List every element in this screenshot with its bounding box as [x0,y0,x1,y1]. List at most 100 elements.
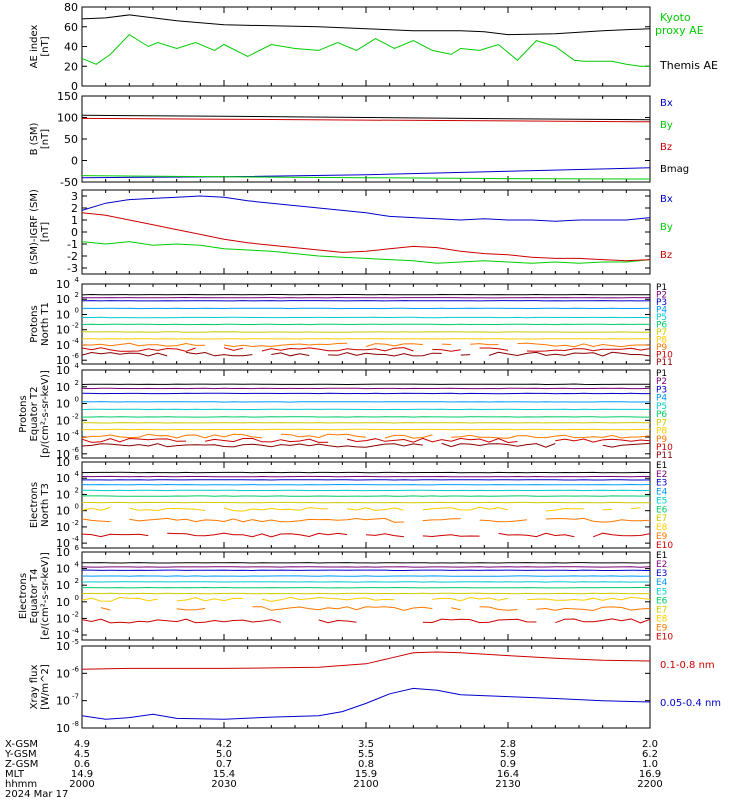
channel-e8-line [422,506,509,511]
y-tick-label: 3 [71,190,78,203]
y-tick-exponent: 0 [75,503,79,511]
y-tick-exponent: -5 [72,638,79,646]
y-tick-label: 40 [64,41,78,54]
channel-p10-line [526,347,651,352]
y-axis-label: North T1 [40,302,51,346]
legend-label-line: proxy AE [655,24,704,37]
channel-e8-line [81,506,111,511]
y-tick-label: 20 [64,60,78,73]
channel-legend: E3 [656,479,667,489]
y-tick-label: -1 [67,238,78,251]
channel-legend: P5 [656,402,667,412]
y-tick-label: -50 [60,176,78,189]
y-tick-exponent: 2 [75,577,79,585]
channel-e8-line [526,596,651,601]
y-tick-exponent: 4 [75,561,80,569]
y-axis-label: [e/(cm²-s-sr-keV)] [40,552,51,640]
y-tick-label: 10 [56,629,70,642]
y-tick-exponent: 4 [75,470,80,478]
y-tick-label: 60 [64,21,78,34]
y-axis-label: North T3 [40,483,51,527]
ephemeris-value: 3.5 [358,739,374,750]
y-tick-label: 0 [71,80,78,93]
y-tick-label: 10 [56,324,70,337]
y-tick-label: 10 [56,364,70,377]
channel-legend: P1 [656,369,667,379]
channel-legend: P7 [656,418,667,428]
channel-legend: E8 [656,523,668,533]
ephemeris-value: 5.9 [500,749,516,760]
y-tick-label: -2 [67,250,78,263]
legend-label: 0.1-0.8 nm [660,660,715,671]
y-axis-label: [W/m^2] [40,664,51,710]
channel-e8-line [223,507,329,512]
y-tick-exponent: -2 [72,519,79,527]
channel-legend: E3 [656,569,667,579]
channel-p4-line [81,401,651,403]
channel-p10-line [81,437,187,443]
y-axis-label: B (SM)-IGRF (SM) [29,189,40,275]
y-tick-exponent: -6 [72,352,80,360]
channel-legend: E7 [656,514,667,524]
y-tick-label: 0 [71,226,78,239]
y-tick-label: 10 [56,308,70,321]
channel-legend: E2 [656,560,667,570]
channel-legend: E10 [656,633,673,643]
y-tick-label: 10 [56,381,70,394]
y-tick-label: 10 [56,278,70,291]
channel-p9-line [517,342,651,348]
y-axis-label: Xray flux [29,665,40,710]
y-axis-label: [nT] [40,129,51,149]
channel-e8-line [631,507,641,510]
ephemeris-value: 15.9 [355,769,377,780]
y-tick-label: 100 [57,112,78,125]
ephemeris-value: 14.9 [71,769,93,780]
series-line-by [81,175,651,180]
channel-e9-line [479,606,518,611]
y-tick-exponent: -2 [72,322,79,330]
legend-label: By [660,120,673,131]
y-axis-label: B (SM) [29,122,40,155]
channel-e9-line [252,606,433,611]
y-tick-label: 1 [71,214,78,227]
legend-label: By [660,222,673,233]
channel-legend: E6 [656,596,668,606]
ephemeris-value: 0.8 [358,759,374,770]
y-tick-label: 10 [56,472,70,485]
channel-e10-line [555,618,651,624]
y-tick-label: 10 [56,563,70,576]
channel-p10-line [223,347,244,351]
y-tick-label: 10 [56,695,70,708]
legend-label: Bx [660,194,673,205]
ephemeris-value: 16.4 [497,769,519,780]
channel-legend: E9 [656,532,668,542]
channel-p9-line [280,433,367,439]
y-axis-label: AE index [29,25,40,69]
date-label: 2024 Mar 17 [5,789,68,800]
channel-e10-line [81,618,281,624]
ephemeris-value: 0.7 [216,759,232,770]
channel-legend: P2 [656,290,667,300]
channel-legend: E9 [656,624,668,634]
ephemeris-label: Z-GSM [5,759,38,770]
ephemeris-value: 0.6 [74,759,90,770]
channel-p10-line [432,348,461,352]
channel-e9-line [422,518,461,522]
channel-p10-line [205,437,329,443]
channel-e8-line [545,507,584,512]
y-axis-label: Equator T2 [29,387,40,442]
channel-legend: P9 [656,343,667,353]
channel-e9-line [545,517,651,523]
channel-legend: P10 [656,443,673,453]
ephemeris-value: 2.0 [642,739,658,750]
ephemeris-value: 2.8 [500,739,516,750]
channel-p11-line [460,354,471,356]
y-tick-label: 10 [56,414,70,427]
channel-p9-line [81,433,262,439]
ephemeris-value: 15.4 [213,769,235,780]
channel-p10-line [81,347,196,352]
ephemeris-value: 4.2 [216,739,232,750]
y-axis-label: Equator T4 [29,569,40,624]
channel-legend: P1 [656,283,667,293]
